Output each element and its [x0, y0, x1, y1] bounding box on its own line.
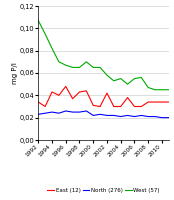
- East (12): [78, 91, 81, 93]
- East (12): [85, 90, 87, 92]
- Y-axis label: mg P/l: mg P/l: [12, 62, 18, 84]
- North (276): [92, 114, 94, 117]
- East (12): [92, 104, 94, 107]
- East (12): [37, 101, 39, 103]
- East (12): [133, 105, 136, 108]
- North (276): [120, 115, 122, 118]
- East (12): [99, 105, 101, 108]
- West (57): [99, 66, 101, 69]
- North (276): [106, 114, 108, 117]
- East (12): [140, 105, 142, 108]
- East (12): [58, 94, 60, 97]
- West (57): [65, 64, 67, 66]
- East (12): [113, 105, 115, 108]
- North (276): [99, 113, 101, 116]
- West (57): [106, 74, 108, 76]
- West (57): [92, 66, 94, 69]
- West (57): [113, 80, 115, 82]
- North (276): [161, 116, 163, 119]
- North (276): [37, 113, 39, 116]
- North (276): [58, 112, 60, 114]
- West (57): [44, 33, 46, 35]
- West (57): [37, 19, 39, 22]
- West (57): [140, 76, 142, 79]
- North (276): [147, 115, 149, 118]
- West (57): [154, 89, 156, 91]
- East (12): [154, 101, 156, 103]
- Line: East (12): East (12): [38, 86, 169, 106]
- East (12): [168, 101, 170, 103]
- West (57): [58, 61, 60, 63]
- North (276): [133, 115, 136, 118]
- East (12): [65, 85, 67, 88]
- West (57): [85, 61, 87, 63]
- West (57): [161, 89, 163, 91]
- North (276): [44, 112, 46, 114]
- East (12): [51, 91, 53, 93]
- Line: West (57): West (57): [38, 21, 169, 90]
- West (57): [51, 47, 53, 50]
- East (12): [120, 105, 122, 108]
- North (276): [168, 116, 170, 119]
- West (57): [126, 83, 129, 85]
- North (276): [126, 114, 129, 117]
- Legend: East (12), North (276), West (57): East (12), North (276), West (57): [45, 186, 162, 195]
- North (276): [72, 111, 74, 113]
- Line: North (276): North (276): [38, 111, 169, 118]
- East (12): [147, 101, 149, 103]
- West (57): [78, 66, 81, 69]
- East (12): [126, 96, 129, 99]
- North (276): [51, 111, 53, 113]
- North (276): [65, 110, 67, 112]
- East (12): [161, 101, 163, 103]
- North (276): [78, 111, 81, 113]
- North (276): [113, 114, 115, 117]
- East (12): [72, 97, 74, 100]
- West (57): [168, 89, 170, 91]
- West (57): [147, 86, 149, 89]
- West (57): [120, 77, 122, 80]
- North (276): [154, 115, 156, 118]
- West (57): [72, 66, 74, 69]
- North (276): [85, 110, 87, 112]
- East (12): [44, 105, 46, 108]
- East (12): [106, 92, 108, 94]
- North (276): [140, 114, 142, 117]
- West (57): [133, 77, 136, 80]
